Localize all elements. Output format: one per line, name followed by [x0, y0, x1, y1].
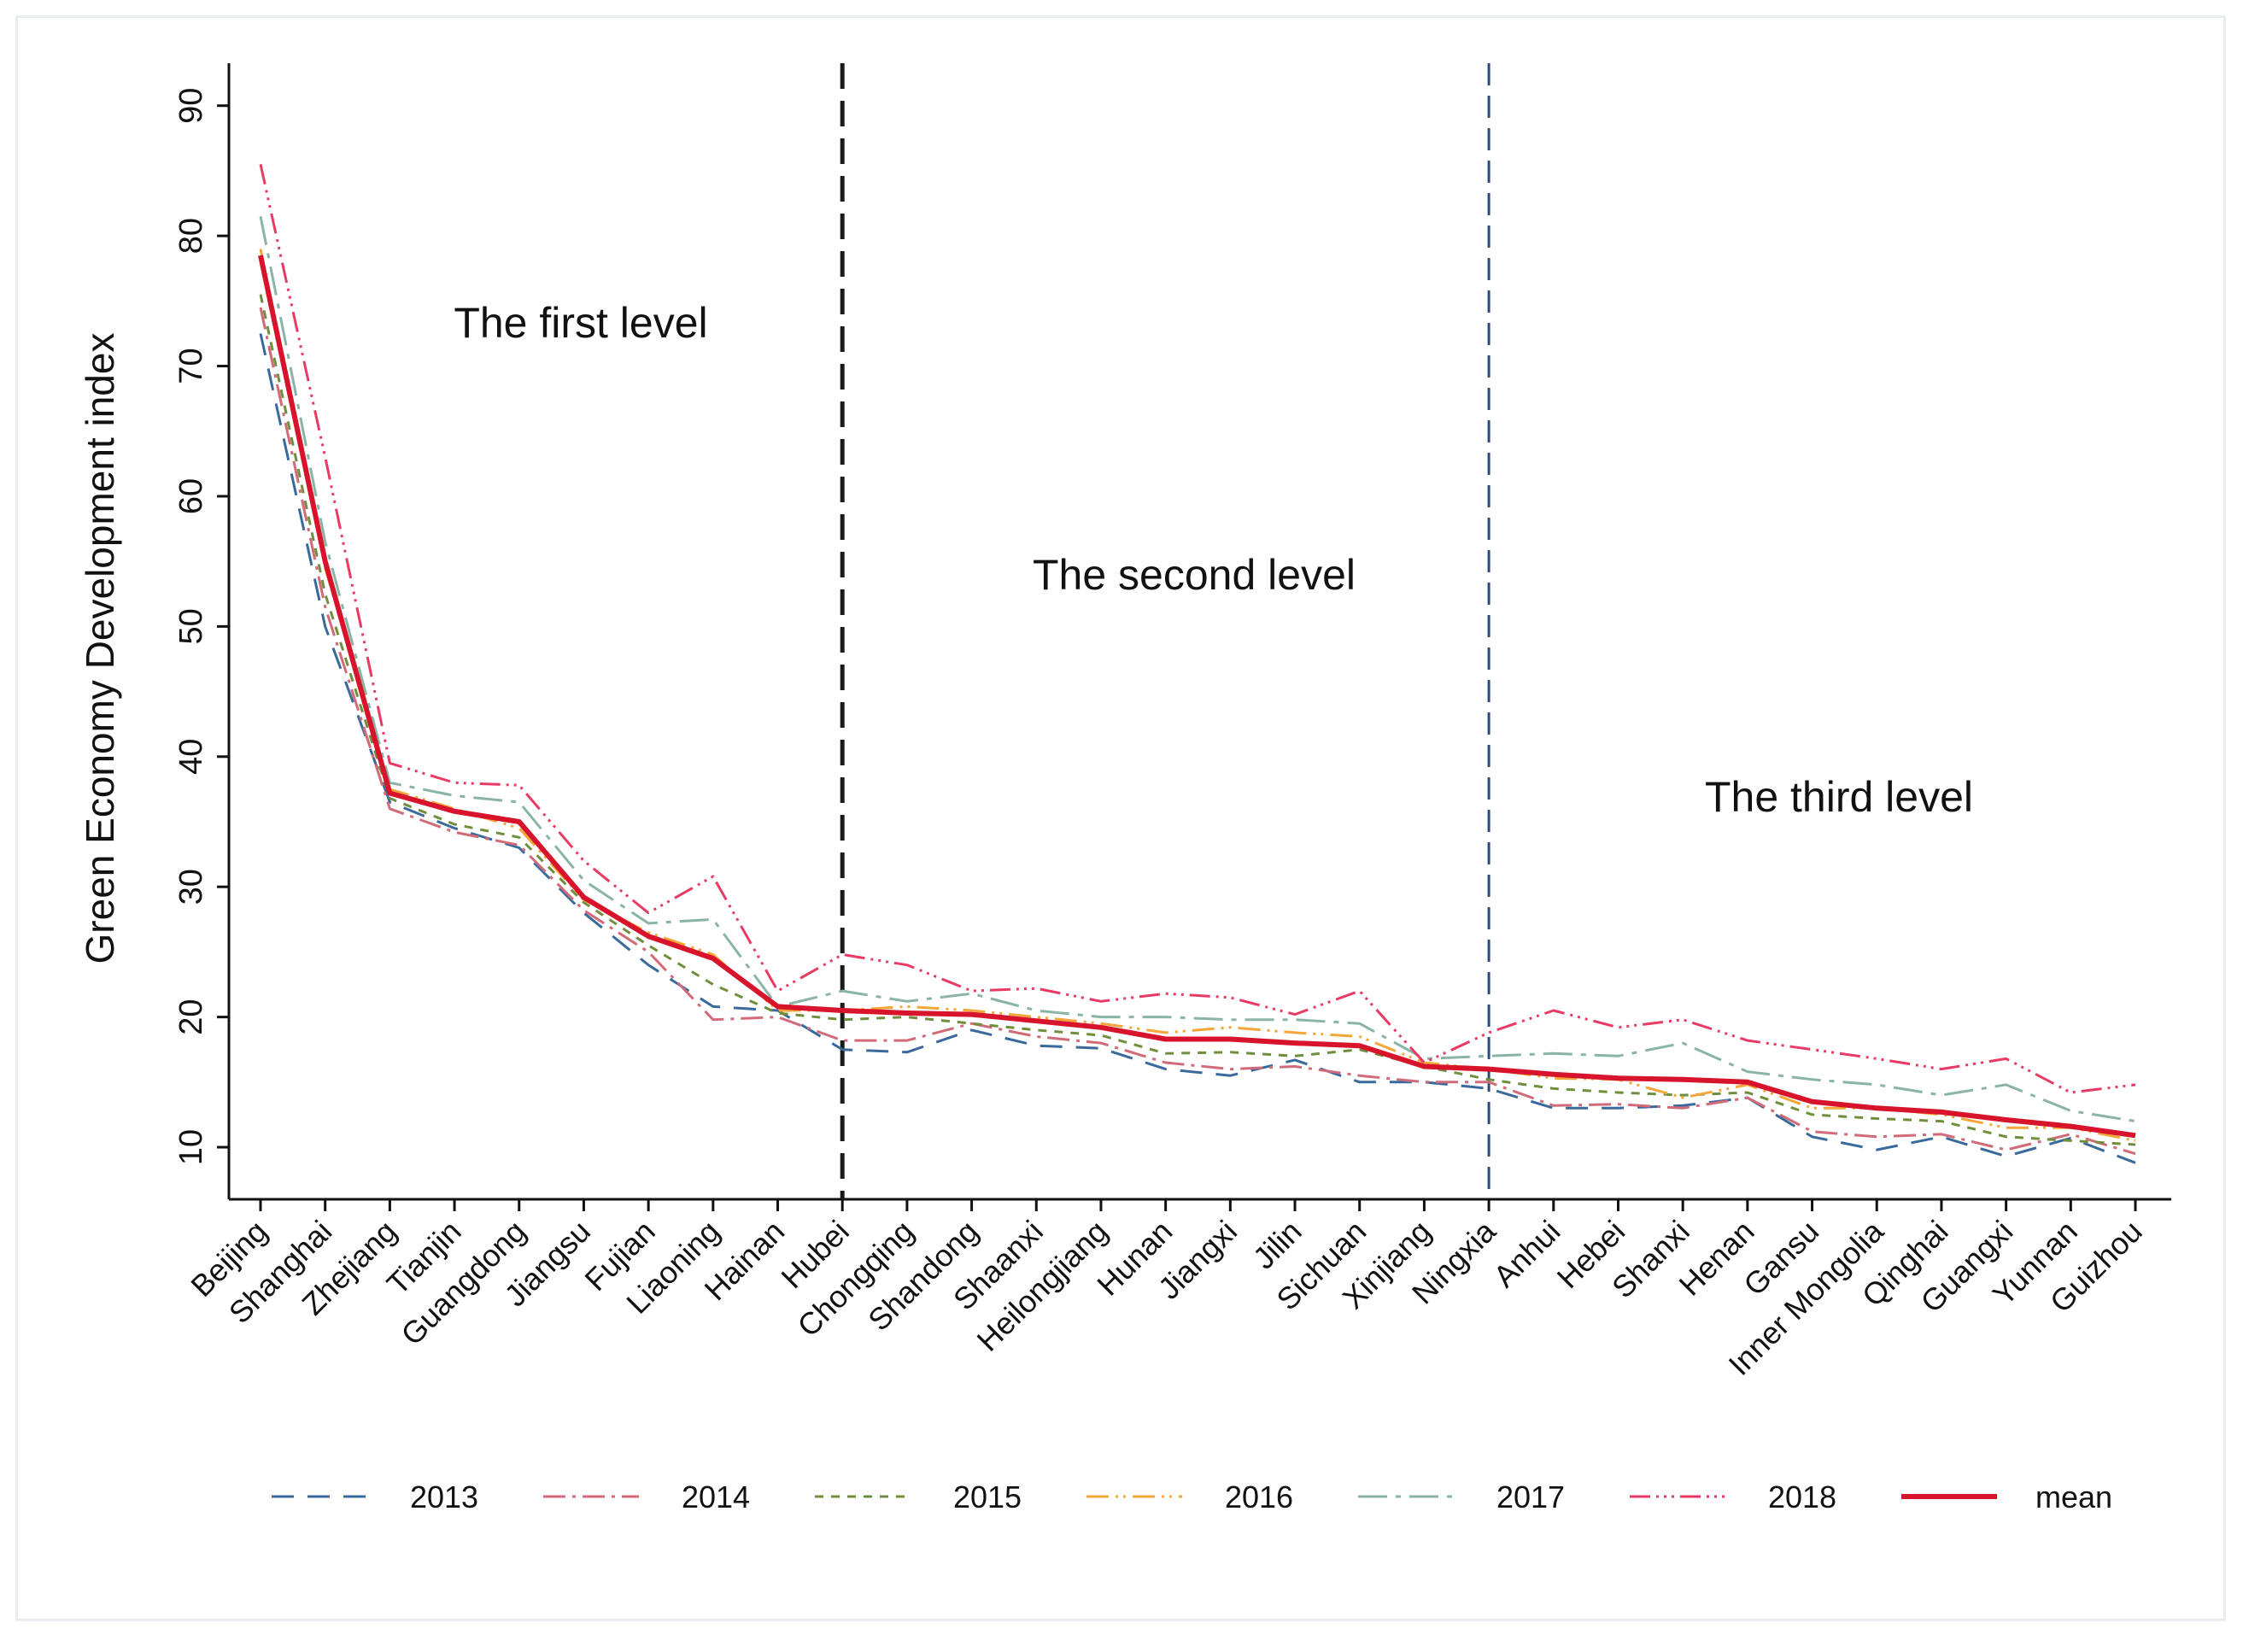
y-tick-label: 40	[173, 739, 209, 775]
series-line-2018	[259, 163, 2136, 1094]
legend-label-2016: 2016	[1225, 1479, 1293, 1514]
y-tick-label: 80	[173, 218, 209, 254]
level-annotation-1: The first level	[454, 299, 707, 347]
series-line-2016	[259, 249, 2136, 1142]
y-tick-label: 60	[173, 478, 209, 514]
y-tick-label: 50	[173, 608, 209, 644]
x-tick-label: Anhui	[1486, 1214, 1567, 1294]
level-annotation-2: The second level	[1033, 551, 1356, 599]
legend-label-mean: mean	[2035, 1479, 2112, 1514]
chart-frame	[15, 15, 2226, 1621]
y-tick-label: 20	[173, 999, 209, 1034]
series-line-2017	[259, 216, 2136, 1123]
legend-label-2017: 2017	[1496, 1479, 1565, 1514]
legend-label-2015: 2015	[953, 1479, 1022, 1514]
y-tick-label: 10	[173, 1129, 209, 1165]
series-line-2015	[259, 294, 2136, 1146]
y-axis-label: Green Economy Development index	[78, 333, 122, 964]
series-line-2014	[259, 307, 2136, 1156]
y-tick-label: 90	[173, 88, 209, 124]
y-tick-label: 70	[173, 348, 209, 384]
y-tick-label: 30	[173, 869, 209, 905]
series-line-mean	[258, 255, 2136, 1139]
legend-label-2018: 2018	[1768, 1479, 1836, 1514]
legend-label-2013: 2013	[410, 1479, 478, 1514]
legend-label-2014: 2014	[682, 1479, 750, 1514]
level-annotation-3: The third level	[1705, 773, 1973, 821]
series-line-2013	[259, 333, 2136, 1164]
